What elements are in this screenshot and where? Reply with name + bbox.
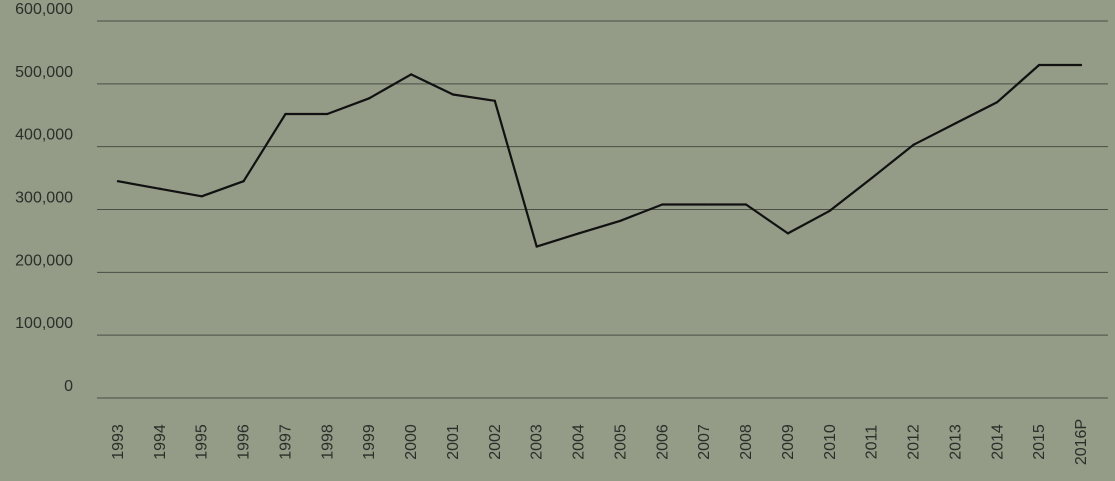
data-point	[116, 180, 120, 183]
data-point	[912, 143, 915, 146]
x-tick-label: 1995	[194, 424, 211, 460]
x-tick-label: 2009	[780, 424, 797, 460]
data-point	[409, 73, 413, 76]
y-tick-label: 100,000	[15, 315, 73, 332]
data-point	[451, 93, 455, 96]
data-point	[661, 203, 664, 206]
x-tick-label: 1996	[236, 424, 253, 460]
data-point	[828, 209, 831, 212]
x-tick-label: 1994	[152, 424, 169, 460]
y-tick-label: 0	[64, 378, 73, 395]
data-point	[158, 187, 161, 190]
x-tick-label: 2006	[654, 424, 671, 460]
y-tick-label: 300,000	[15, 190, 73, 207]
data-point	[326, 112, 329, 116]
series-layer	[116, 63, 1083, 248]
x-tick-label: 2004	[571, 424, 588, 460]
x-tick-label: 2002	[487, 424, 504, 460]
x-tick-label: 2008	[738, 424, 755, 460]
x-tick-label: 2012	[906, 424, 923, 460]
y-tick-label: 200,000	[15, 252, 73, 269]
x-axis-tick-labels: 1993 1994 1995 1996 1997 1998 1999 2000 2001 2002…	[110, 419, 1090, 465]
x-tick-label: 2010	[822, 424, 839, 460]
data-point	[493, 99, 496, 102]
data-point	[535, 245, 538, 248]
x-tick-label: 2013	[947, 424, 964, 460]
x-tick-label: 2001	[445, 424, 462, 460]
y-axis-tick-labels: 0 100,000 200,000 300,000 400,000 500,000 600,…	[15, 1, 73, 395]
x-tick-label: 2016P	[1073, 419, 1090, 465]
data-point	[954, 122, 957, 125]
x-tick-label: 2014	[989, 424, 1006, 460]
series-line	[116, 63, 1083, 248]
y-tick-label: 400,000	[15, 127, 73, 144]
x-tick-label: 2007	[696, 424, 713, 460]
data-point	[200, 195, 203, 198]
x-tick-label: 1999	[361, 424, 378, 460]
y-tick-label: 500,000	[15, 64, 73, 81]
x-tick-label: 2000	[403, 424, 420, 460]
gridlines	[97, 20, 1108, 399]
data-point	[1038, 63, 1041, 67]
x-tick-label: 2015	[1031, 424, 1048, 460]
data-point	[619, 219, 622, 222]
data-point	[284, 112, 287, 116]
x-tick-label: 1993	[110, 424, 127, 460]
x-tick-label: 2011	[864, 425, 881, 460]
data-point	[703, 203, 706, 206]
data-point	[870, 176, 873, 180]
data-point	[242, 180, 245, 183]
data-point	[577, 232, 580, 235]
x-tick-label: 1997	[277, 424, 294, 460]
x-tick-label: 2005	[612, 424, 629, 460]
data-point	[744, 203, 748, 206]
data-point	[786, 232, 790, 235]
x-tick-label: 1998	[319, 424, 336, 460]
data-point	[368, 97, 371, 100]
x-tick-label: 2003	[529, 424, 546, 460]
y-tick-label: 600,000	[15, 1, 73, 18]
data-point	[1079, 63, 1083, 67]
data-point	[996, 100, 999, 104]
